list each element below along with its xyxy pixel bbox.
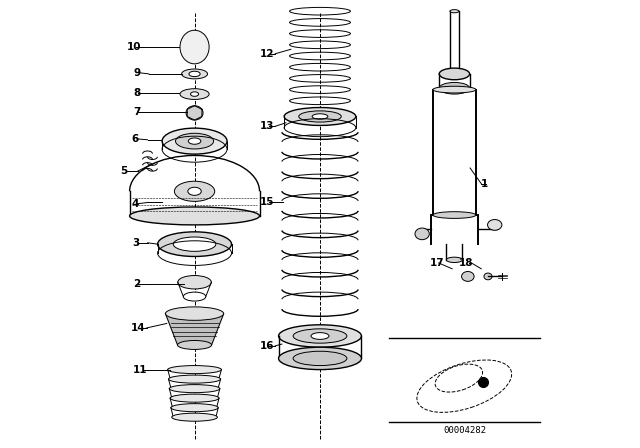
Ellipse shape	[433, 212, 476, 219]
Ellipse shape	[293, 329, 347, 343]
Ellipse shape	[182, 69, 207, 79]
Ellipse shape	[178, 276, 211, 289]
Text: 17: 17	[430, 258, 444, 268]
Text: 8: 8	[133, 88, 140, 98]
Ellipse shape	[415, 228, 429, 240]
Ellipse shape	[162, 128, 227, 154]
Ellipse shape	[293, 351, 347, 366]
Ellipse shape	[175, 134, 214, 149]
Text: 7: 7	[133, 107, 141, 117]
Text: 15: 15	[260, 198, 274, 207]
Ellipse shape	[177, 340, 212, 349]
Ellipse shape	[170, 384, 220, 392]
Ellipse shape	[171, 404, 218, 412]
Ellipse shape	[184, 292, 206, 301]
Ellipse shape	[170, 394, 219, 402]
Text: 12: 12	[260, 49, 274, 59]
Ellipse shape	[191, 92, 198, 96]
Text: 00004282: 00004282	[443, 426, 486, 435]
Ellipse shape	[165, 307, 224, 320]
Text: 14: 14	[131, 323, 145, 333]
Polygon shape	[165, 314, 224, 345]
Ellipse shape	[439, 82, 470, 94]
Ellipse shape	[450, 10, 459, 13]
Ellipse shape	[488, 220, 502, 230]
Ellipse shape	[130, 207, 260, 225]
Text: 2: 2	[133, 280, 140, 289]
Ellipse shape	[189, 71, 200, 77]
Ellipse shape	[284, 108, 356, 125]
Text: 5: 5	[121, 166, 128, 176]
Ellipse shape	[168, 366, 221, 374]
Text: 6: 6	[132, 134, 139, 144]
Text: 11: 11	[133, 365, 148, 375]
Text: 9: 9	[133, 68, 140, 78]
Ellipse shape	[173, 237, 216, 251]
Ellipse shape	[157, 232, 232, 256]
Ellipse shape	[188, 138, 201, 144]
Ellipse shape	[439, 68, 470, 80]
Ellipse shape	[180, 89, 209, 99]
Ellipse shape	[174, 181, 215, 202]
Ellipse shape	[311, 332, 329, 340]
Ellipse shape	[278, 325, 362, 347]
Ellipse shape	[312, 114, 328, 119]
Text: 4: 4	[132, 199, 140, 209]
Ellipse shape	[278, 347, 362, 370]
Ellipse shape	[180, 30, 209, 64]
Ellipse shape	[433, 86, 476, 93]
Ellipse shape	[299, 111, 341, 122]
Ellipse shape	[186, 106, 203, 120]
Text: 10: 10	[127, 42, 141, 52]
Ellipse shape	[172, 413, 218, 421]
Text: 3: 3	[132, 238, 139, 248]
Ellipse shape	[461, 271, 474, 281]
Text: 13: 13	[260, 121, 274, 131]
Text: 16: 16	[260, 341, 274, 351]
Text: 18: 18	[459, 258, 474, 268]
Ellipse shape	[188, 187, 201, 195]
Ellipse shape	[484, 273, 492, 280]
Text: 1: 1	[481, 179, 488, 189]
Ellipse shape	[168, 375, 221, 383]
Ellipse shape	[446, 257, 463, 263]
